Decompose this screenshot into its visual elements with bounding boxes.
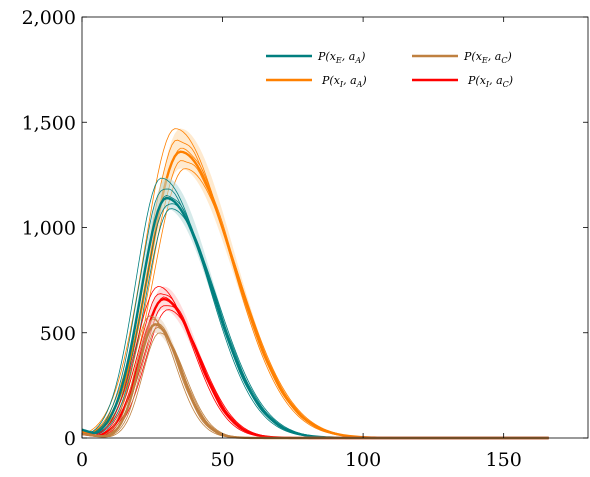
plot-area [81,128,549,440]
legend-label-xi-aa: P(xI, aA) [321,74,367,89]
y-tick-label: 0 [64,428,76,450]
x-tick-label: 100 [345,449,381,471]
legend-label-xe-ac: P(xE, aC) [463,50,512,65]
sample-line [81,160,549,439]
x-tick-label: 0 [76,449,88,471]
legend-entry-xi-aa: P(xI, aA) [266,74,367,89]
sample-line [81,318,549,439]
y-tick-label: 500 [40,323,76,345]
y-axis: 0 500 1,000 1,500 2,000 [22,7,588,450]
legend-label-xi-ac: P(xI, aC) [467,74,513,89]
y-tick-label: 1,000 [22,218,76,240]
series-p-x-i-a-c- [81,286,549,440]
x-axis: 0 50 100 150 [76,17,522,471]
x-tick-label: 150 [486,449,522,471]
series-p-x-i-a-a- [81,128,549,440]
confidence-band [82,178,549,438]
legend: P(xE, aA) P(xE, aC) P(xI, aA) P(xI, aC) [266,50,513,89]
sample-line [81,323,549,439]
legend-entry-xi-ac: P(xI, aC) [412,74,513,89]
series-p-x-e-a-c- [81,315,549,440]
legend-entry-xe-ac: P(xE, aC) [412,50,512,65]
legend-label-xe-aa: P(xE, aA) [317,50,365,65]
mean-line [81,323,549,440]
confidence-band [82,286,549,438]
sample-line [81,332,549,439]
y-tick-label: 2,000 [22,7,76,29]
legend-entry-xe-aa: P(xE, aA) [266,50,365,65]
sample-line [81,139,549,439]
x-tick-label: 50 [210,449,234,471]
y-tick-label: 1,500 [22,112,76,134]
